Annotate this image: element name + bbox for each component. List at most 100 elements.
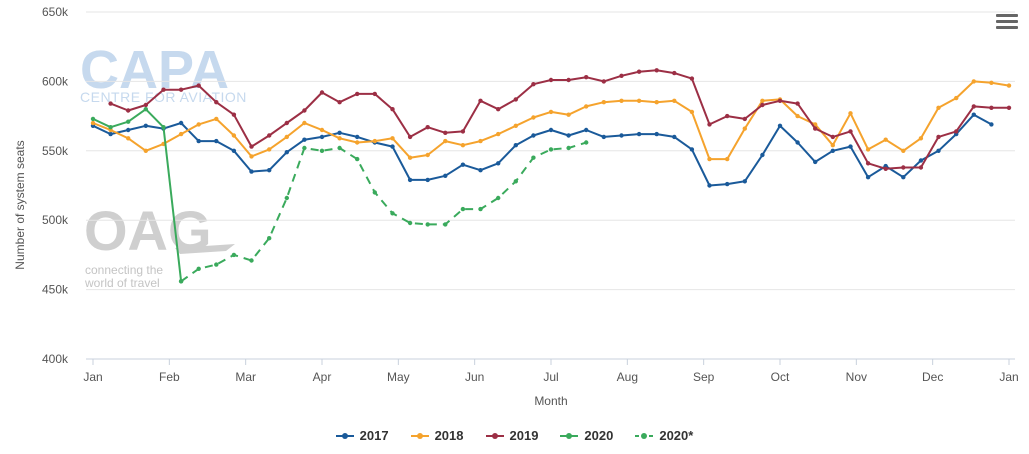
data-point[interactable]	[548, 77, 554, 83]
data-point[interactable]	[302, 137, 307, 142]
data-point[interactable]	[407, 155, 413, 160]
data-point[interactable]	[742, 179, 747, 184]
data-point[interactable]	[795, 140, 800, 145]
data-point[interactable]	[126, 119, 131, 124]
data-point[interactable]	[883, 137, 888, 142]
data-point[interactable]	[337, 145, 342, 151]
data-point[interactable]	[425, 125, 430, 130]
data-point[interactable]	[548, 147, 554, 152]
data-point[interactable]	[267, 147, 272, 152]
data-point[interactable]	[813, 159, 818, 165]
data-point[interactable]	[231, 133, 237, 138]
data-point[interactable]	[302, 120, 307, 126]
data-point[interactable]	[143, 102, 148, 108]
data-point[interactable]	[865, 175, 871, 180]
data-point[interactable]	[284, 134, 289, 140]
data-point[interactable]	[284, 195, 289, 201]
data-point[interactable]	[231, 112, 237, 117]
data-point[interactable]	[161, 125, 166, 130]
data-point[interactable]	[249, 144, 254, 149]
data-point[interactable]	[443, 222, 448, 227]
data-point[interactable]	[954, 129, 959, 134]
data-point[interactable]	[777, 98, 783, 104]
data-point[interactable]	[725, 113, 730, 119]
data-point[interactable]	[725, 181, 730, 187]
data-point[interactable]	[619, 98, 624, 104]
data-point[interactable]	[249, 154, 254, 159]
legend-item[interactable]: 2020*	[635, 428, 693, 443]
data-point[interactable]	[496, 131, 501, 137]
data-point[interactable]	[178, 87, 184, 92]
data-point[interactable]	[689, 76, 695, 81]
data-point[interactable]	[760, 98, 765, 104]
data-point[interactable]	[848, 111, 853, 116]
data-point[interactable]	[443, 130, 448, 135]
data-point[interactable]	[566, 145, 571, 151]
data-point[interactable]	[989, 122, 994, 127]
data-point[interactable]	[90, 116, 96, 122]
data-point[interactable]	[478, 168, 483, 173]
legend-item[interactable]: 2018	[410, 428, 464, 443]
data-point[interactable]	[901, 175, 906, 180]
data-point[interactable]	[566, 112, 571, 117]
data-point[interactable]	[407, 134, 413, 140]
data-point[interactable]	[883, 166, 888, 171]
data-point[interactable]	[108, 125, 113, 130]
data-point[interactable]	[196, 138, 201, 144]
data-point[interactable]	[355, 91, 360, 97]
data-point[interactable]	[584, 140, 589, 145]
data-point[interactable]	[460, 206, 466, 212]
data-point[interactable]	[214, 138, 219, 144]
data-point[interactable]	[813, 126, 818, 131]
legend-item[interactable]: 2020	[560, 428, 613, 443]
data-point[interactable]	[636, 98, 642, 104]
data-point[interactable]	[936, 148, 941, 153]
data-point[interactable]	[143, 107, 148, 112]
data-point[interactable]	[319, 148, 325, 153]
data-point[interactable]	[249, 258, 254, 263]
data-point[interactable]	[918, 165, 924, 170]
data-point[interactable]	[566, 133, 571, 138]
data-point[interactable]	[513, 143, 518, 148]
data-point[interactable]	[161, 87, 166, 92]
data-point[interactable]	[971, 79, 976, 84]
data-point[interactable]	[636, 69, 642, 74]
data-point[interactable]	[496, 161, 501, 166]
data-point[interactable]	[214, 116, 219, 122]
data-point[interactable]	[355, 134, 360, 140]
legend-item[interactable]: 2017	[335, 428, 389, 443]
data-point[interactable]	[196, 122, 201, 127]
data-point[interactable]	[954, 95, 959, 101]
data-point[interactable]	[584, 104, 589, 109]
data-point[interactable]	[989, 105, 994, 111]
data-point[interactable]	[460, 143, 466, 148]
data-point[interactable]	[460, 129, 466, 134]
data-point[interactable]	[496, 195, 501, 201]
data-point[interactable]	[390, 144, 395, 149]
data-point[interactable]	[513, 123, 518, 128]
data-point[interactable]	[196, 83, 201, 88]
data-point[interactable]	[267, 168, 272, 173]
data-point[interactable]	[390, 107, 395, 112]
data-point[interactable]	[548, 127, 554, 133]
data-point[interactable]	[178, 279, 184, 284]
data-point[interactable]	[601, 79, 606, 84]
data-point[interactable]	[460, 162, 466, 167]
data-point[interactable]	[178, 131, 184, 137]
data-point[interactable]	[531, 115, 536, 120]
data-point[interactable]	[355, 140, 360, 145]
data-point[interactable]	[760, 102, 765, 108]
data-point[interactable]	[319, 134, 325, 140]
data-point[interactable]	[865, 147, 871, 152]
data-point[interactable]	[231, 252, 237, 258]
data-point[interactable]	[795, 113, 800, 119]
data-point[interactable]	[302, 145, 307, 151]
data-point[interactable]	[249, 169, 254, 174]
data-point[interactable]	[742, 116, 747, 122]
data-point[interactable]	[319, 127, 325, 133]
data-point[interactable]	[284, 120, 289, 126]
data-point[interactable]	[672, 70, 677, 76]
data-point[interactable]	[90, 120, 96, 126]
data-point[interactable]	[425, 152, 430, 158]
data-point[interactable]	[390, 211, 395, 216]
